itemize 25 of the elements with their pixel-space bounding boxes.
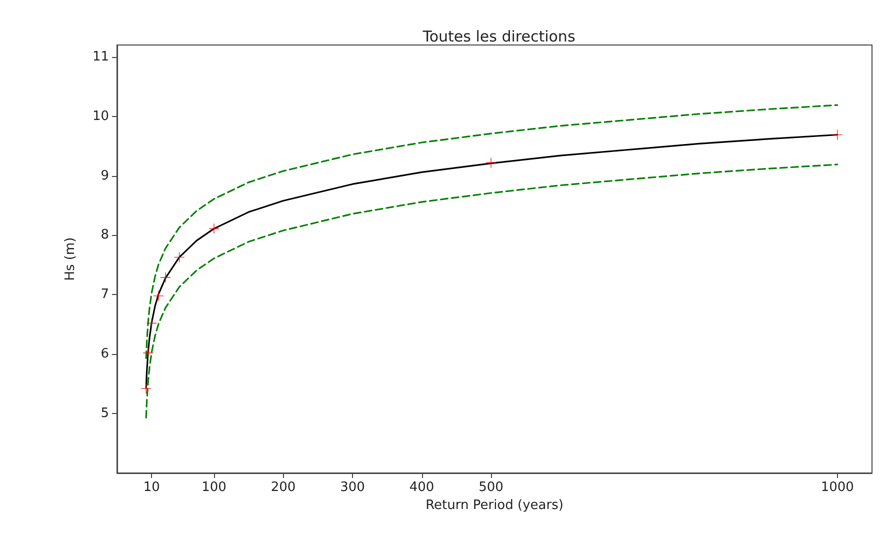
y-tick-label: 5 <box>100 406 109 422</box>
y-tick-label: 9 <box>100 168 109 184</box>
point <box>143 348 154 358</box>
x-tick-label: 500 <box>478 480 504 495</box>
x-tick-label: 300 <box>340 480 365 495</box>
point <box>154 290 164 301</box>
x-tick-label: 200 <box>270 480 296 495</box>
chart-title: Toutes les directions <box>422 28 576 46</box>
point <box>141 384 152 394</box>
x-tick-label: 1000 <box>820 480 854 495</box>
y-tick-label: 7 <box>100 287 109 302</box>
y-axis-title: Hs (m) <box>63 237 78 281</box>
point <box>486 158 496 168</box>
y-tick-label: 8 <box>100 228 109 243</box>
point <box>146 318 157 328</box>
x-tick-label: 100 <box>202 480 226 495</box>
x-axis-title: Return Period (years) <box>426 498 564 513</box>
x-tick-label: 10 <box>143 480 160 495</box>
point <box>832 130 842 140</box>
y-tick-label: 11 <box>92 49 109 64</box>
y-tick-label: 10 <box>92 108 109 124</box>
x-tick-label: 400 <box>409 480 434 495</box>
y-tick-label: 6 <box>100 346 109 362</box>
point <box>160 272 170 282</box>
point <box>208 224 219 234</box>
